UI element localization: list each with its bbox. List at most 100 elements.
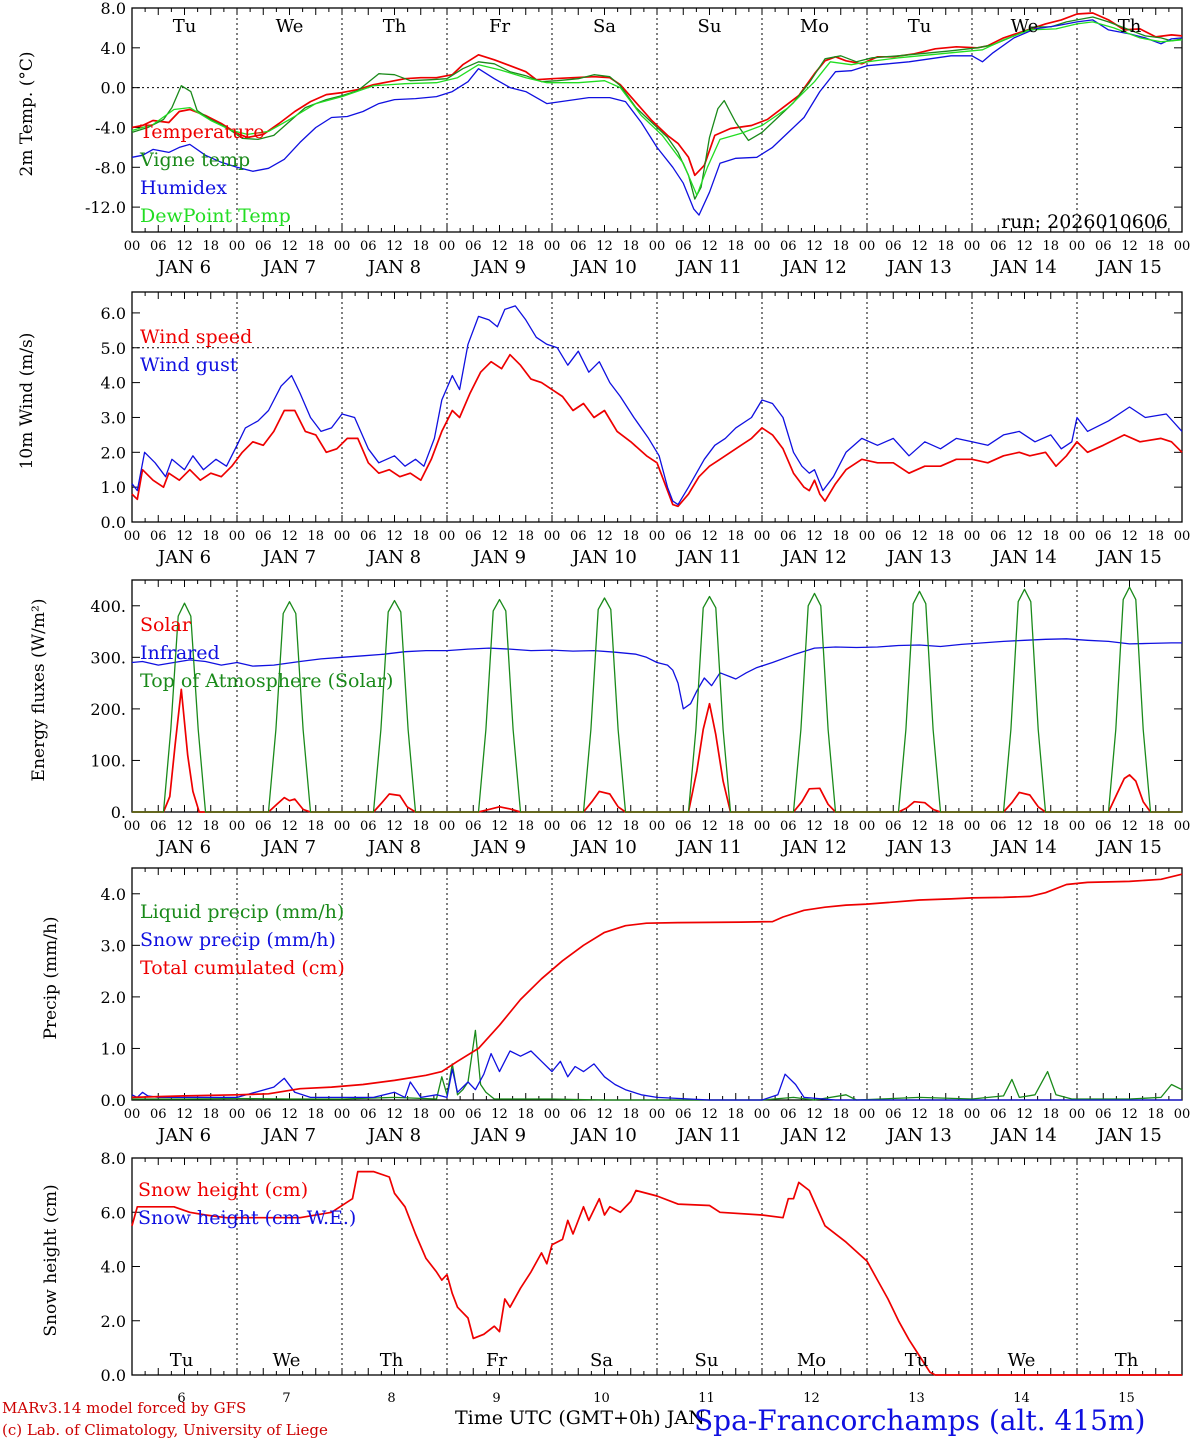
hour-label: 06	[885, 239, 902, 254]
legend-entry: Solar	[140, 614, 192, 636]
hour-label: 12	[491, 239, 508, 254]
hour-label: 12	[806, 1107, 823, 1122]
hour-label: 06	[255, 1107, 272, 1122]
hour-label: 00	[544, 1107, 561, 1122]
y-tick-label: 0.0	[101, 1091, 126, 1110]
hour-label: 18	[622, 529, 639, 544]
hour-label: 12	[911, 529, 928, 544]
hour-label: 18	[307, 1107, 324, 1122]
date-label: JAN 15	[1095, 837, 1162, 858]
y-axis-label: Energy fluxes (W/m²)	[29, 599, 49, 782]
legend-entry: Temperature	[140, 121, 264, 143]
hour-label: 00	[229, 529, 246, 544]
hour-label: 18	[1042, 529, 1059, 544]
hour-label: 06	[465, 1107, 482, 1122]
hour-label: 06	[675, 529, 692, 544]
hour-label: 00	[334, 819, 351, 834]
y-tick-label: 0.0	[101, 79, 126, 98]
hour-ticks	[131, 292, 1183, 522]
hour-label: 12	[491, 529, 508, 544]
hour-label: 00	[649, 819, 666, 834]
day-number: 8	[387, 1391, 395, 1406]
station-name: Spa-Francorchamps (alt. 415m)	[694, 1404, 1145, 1437]
date-label: JAN 9	[471, 837, 526, 858]
date-label: JAN 12	[780, 547, 847, 568]
hour-label: 18	[1147, 529, 1164, 544]
date-label: JAN 7	[261, 257, 316, 278]
y-tick-label: -12.0	[85, 198, 126, 217]
date-label: JAN 15	[1095, 547, 1162, 568]
y-tick-label: 2.0	[101, 1312, 126, 1331]
meteogram-panels: 8.0 4.0 0.0 -4.0 -8.0 -12.0 2m Temp. (°C) Tempe…	[17, 0, 1190, 1406]
hour-label: 06	[1095, 239, 1112, 254]
hour-label: 12	[806, 819, 823, 834]
legend-entry: Wind gust	[140, 354, 238, 376]
date-label: JAN 10	[570, 547, 637, 568]
weekday-label: Fr	[486, 1350, 507, 1371]
y-tick-label: 4.0	[101, 39, 126, 58]
hour-label: 18	[1042, 819, 1059, 834]
y-tick-label: 0.0	[101, 513, 126, 532]
hour-label: 12	[1016, 529, 1033, 544]
hour-label: 06	[885, 819, 902, 834]
hour-label: 12	[386, 239, 403, 254]
hour-label: 12	[386, 1107, 403, 1122]
legend-entry: Top of Atmosphere (Solar)	[140, 670, 393, 692]
weekday-label: Mo	[800, 16, 829, 37]
hour-label: 12	[176, 239, 193, 254]
weekday-label: We	[1008, 1350, 1036, 1371]
date-label: JAN 10	[570, 837, 637, 858]
hour-ticks	[131, 8, 1183, 232]
panel-1: 8.0 4.0 0.0 -4.0 -8.0 -12.0 2m Temp. (°C) Tempe…	[17, 0, 1190, 278]
time-axis-label: Time UTC (GMT+0h) JAN	[455, 1407, 705, 1429]
hour-label: 18	[832, 1107, 849, 1122]
hour-label: 06	[150, 529, 167, 544]
hour-label: 06	[780, 239, 797, 254]
hour-label: 06	[675, 239, 692, 254]
legend-entry: Snow height (cm)	[138, 1179, 308, 1201]
hour-label: 06	[465, 819, 482, 834]
hour-label: 06	[780, 819, 797, 834]
hour-label: 06	[150, 239, 167, 254]
hour-label: 00	[859, 529, 876, 544]
y-axis-label: 2m Temp. (°C)	[17, 51, 37, 176]
hour-label: 12	[176, 529, 193, 544]
hour-label: 18	[622, 1107, 639, 1122]
date-label: JAN 13	[885, 1125, 952, 1146]
hour-label: 18	[412, 529, 429, 544]
hour-label: 12	[1121, 1107, 1138, 1122]
hour-label: 12	[176, 1107, 193, 1122]
hour-label: 18	[412, 819, 429, 834]
date-label: JAN 11	[675, 1125, 742, 1146]
hour-label: 00	[544, 239, 561, 254]
weekday-label: We	[276, 16, 304, 37]
day-number: 14	[1013, 1391, 1030, 1406]
series-top-of-atmosphere-solar-	[132, 586, 1182, 813]
date-label: JAN 12	[780, 1125, 847, 1146]
weekday-label: Th	[380, 1350, 404, 1371]
hour-label: 12	[806, 529, 823, 544]
hour-label: 00	[439, 529, 456, 544]
day-number: 6	[177, 1391, 185, 1406]
legend-entry: Infrared	[140, 642, 220, 664]
hour-label: 06	[570, 239, 587, 254]
hour-label: 00	[1174, 1107, 1191, 1122]
hour-label: 00	[544, 819, 561, 834]
hour-label: 18	[832, 529, 849, 544]
hour-label: 12	[386, 819, 403, 834]
date-label: JAN 14	[990, 837, 1057, 858]
hour-label: 18	[622, 239, 639, 254]
hour-label: 12	[386, 529, 403, 544]
date-label: JAN 6	[156, 837, 211, 858]
hour-label: 12	[491, 819, 508, 834]
hour-label: 06	[360, 239, 377, 254]
y-tick-label: -4.0	[95, 118, 126, 137]
hour-label: 00	[964, 819, 981, 834]
weekday-label: Mo	[797, 1350, 826, 1371]
weekday-label: Sa	[590, 1350, 613, 1371]
date-label: JAN 13	[885, 837, 952, 858]
date-label: JAN 10	[570, 1125, 637, 1146]
hour-label: 18	[1042, 239, 1059, 254]
hour-label: 12	[1016, 819, 1033, 834]
